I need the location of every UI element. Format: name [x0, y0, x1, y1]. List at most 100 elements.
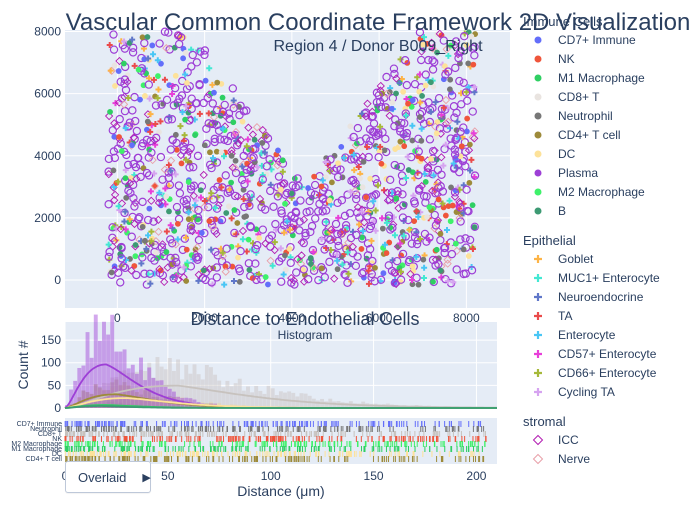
legend-item-label[interactable]: Plasma [558, 166, 598, 180]
scatter-point [166, 209, 171, 214]
scatter-point [448, 77, 453, 82]
scatter-point [359, 246, 364, 251]
legend-item-label[interactable]: Enterocyte [558, 328, 616, 342]
legend-item-label[interactable]: ICC [558, 433, 579, 447]
histogram-bar [205, 365, 209, 408]
scatter-point [235, 220, 240, 225]
scatter-point [207, 150, 212, 155]
histogram-bar [217, 381, 221, 408]
scatter-point [379, 161, 384, 166]
legend-item-label[interactable]: MUC1+ Enterocyte [558, 271, 660, 285]
scatter-point [430, 279, 435, 284]
histogram-bar [143, 380, 147, 408]
legend[interactable]: Immune Cells CD7+ Immune NK M1 Macrophage CD… [523, 14, 660, 466]
scatter-point [417, 114, 422, 119]
scatter-point [198, 188, 203, 193]
scatter-point [459, 144, 464, 149]
scatter-point [434, 247, 439, 252]
scatter-point [220, 95, 225, 100]
legend-swatch [535, 75, 542, 82]
scatter-point [224, 210, 229, 215]
scatter-y-tick-label: 4000 [34, 149, 61, 163]
legend-item-label[interactable]: M1 Macrophage [558, 71, 645, 85]
scatter-point [186, 217, 191, 222]
legend-swatch [534, 369, 542, 377]
legend-swatch [534, 388, 542, 396]
scatter-point [434, 131, 439, 136]
scatter-point [406, 167, 411, 172]
scatter-y-tick-label: 8000 [34, 25, 61, 39]
scatter-point [211, 90, 216, 95]
scatter-point [410, 264, 415, 269]
scatter-point [384, 250, 389, 255]
scatter-point [335, 267, 340, 272]
scatter-point [282, 253, 287, 258]
scatter-point [360, 185, 365, 190]
scatter-point [410, 98, 415, 103]
scatter-point [245, 161, 250, 166]
main-subtitle: Region 4 / Donor B009_Right [273, 38, 483, 55]
legend-item-label[interactable]: CD7+ Immune [558, 33, 636, 47]
legend-item-label[interactable]: CD57+ Enterocyte [558, 347, 657, 361]
legend-item-label[interactable]: Neutrophil [558, 109, 613, 123]
legend-swatch [534, 293, 542, 301]
legend-group-title: Immune Cells [523, 14, 603, 29]
legend-item-label[interactable]: CD66+ Enterocyte [558, 366, 657, 380]
legend-item-label[interactable]: Goblet [558, 252, 594, 266]
histogram-bar [135, 374, 139, 408]
scatter-point [280, 158, 285, 163]
legend-item-label[interactable]: Nerve [558, 452, 590, 466]
scatter-point [142, 93, 147, 98]
histogram-y-axis-label: Count # [15, 340, 31, 389]
histogram-title: Distance to Endothelial Cells [190, 309, 419, 329]
legend-item-label[interactable]: B [558, 204, 566, 218]
histogram-y-tick-label: 0 [54, 401, 61, 415]
scatter-point [240, 119, 245, 124]
legend-swatch [535, 170, 542, 177]
scatter-point [308, 255, 313, 260]
scatter-point [421, 257, 426, 262]
scatter-point [438, 231, 443, 236]
scatter-point [428, 80, 433, 85]
histogram-bar [250, 392, 254, 408]
scatter-point [214, 149, 219, 154]
scatter-point [392, 280, 397, 285]
scatter-point [140, 224, 145, 229]
scatter-point [419, 138, 424, 143]
scatter-point [142, 238, 147, 243]
scatter-point [136, 67, 141, 72]
scatter-point [453, 241, 458, 246]
scatter-point [183, 50, 188, 55]
scatter-point [278, 187, 283, 192]
legend-item-label[interactable]: M2 Macrophage [558, 185, 645, 199]
scatter-point [109, 270, 114, 275]
scatter-point [164, 249, 169, 254]
histogram-bar [238, 379, 242, 408]
bar-mode-label: Overlaid [78, 470, 126, 485]
bar-mode-button[interactable]: Overlaid ▶ [65, 461, 151, 493]
scatter-point [147, 206, 152, 211]
legend-item-label[interactable]: Neuroendocrine [558, 290, 644, 304]
histogram-y-tick-label: 150 [41, 333, 61, 347]
scatter-point [470, 203, 475, 208]
histogram-bar [275, 395, 279, 408]
legend-swatch [534, 436, 543, 445]
scatter-point [382, 148, 387, 153]
scatter-point [155, 73, 160, 78]
scatter-point [265, 282, 270, 287]
legend-group-title: Epithelial [523, 233, 576, 248]
scatter-y-tick-label: 6000 [34, 87, 61, 101]
scatter-point [145, 119, 150, 124]
scatter-point [173, 132, 178, 137]
scatter-point [137, 97, 142, 102]
legend-swatch [534, 455, 543, 464]
legend-item-label[interactable]: CD8+ T [558, 90, 600, 104]
legend-item-label[interactable]: CD4+ T cell [558, 128, 621, 142]
legend-item-label[interactable]: NK [558, 52, 575, 66]
scatter-point [164, 194, 169, 199]
legend-item-label[interactable]: TA [558, 309, 572, 323]
legend-item-label[interactable]: DC [558, 147, 576, 161]
scatter-point [201, 268, 206, 273]
legend-item-label[interactable]: Cycling TA [558, 385, 615, 399]
